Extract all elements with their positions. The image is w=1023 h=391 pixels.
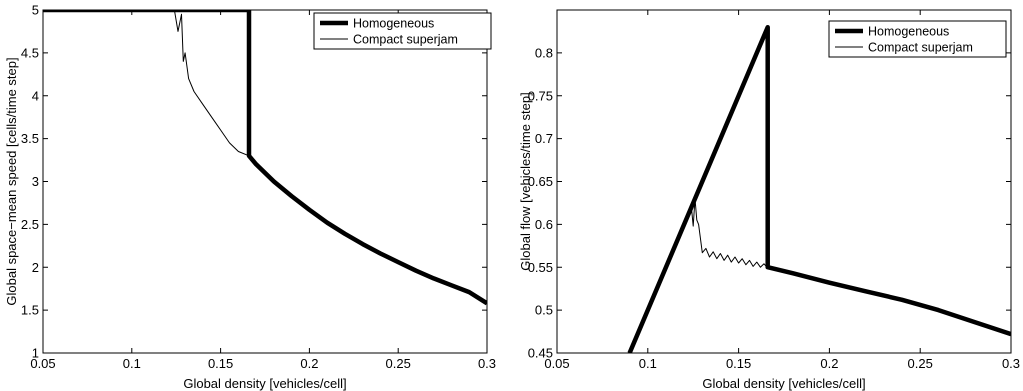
x-tick-label: 0.05 (30, 356, 55, 371)
x-tick-label: 0.25 (908, 356, 933, 371)
series-line-homogeneous (627, 24, 1011, 353)
legend-label: Compact superjam (353, 33, 458, 47)
y-tick-label: 2.5 (21, 217, 39, 232)
x-tick-label: 0.1 (123, 356, 141, 371)
axes-box (556, 9, 1012, 354)
series-line-compact-superjam (43, 10, 487, 304)
flow-density-chart: 0.05 0.1 0.15 0.2 0.25 0.3 0.45 0.5 0.55 0.6 0.65 0… (518, 9, 1020, 391)
y-tick-label: 0.65 (528, 174, 553, 189)
x-tick-label: 0.2 (300, 356, 318, 371)
x-tick-label: 0.05 (544, 356, 569, 371)
plot-area (627, 24, 1011, 353)
y-axis-label: Global space−mean speed [cells/time step… (4, 57, 19, 305)
legend: Homogeneous Compact superjam (313, 12, 492, 50)
y-axis-label: Global flow [vehicles/time step] (518, 92, 533, 270)
y-tick-label: 4.5 (21, 45, 39, 60)
y-tick-label: 0.55 (528, 260, 553, 275)
y-tick-label: 0.45 (528, 346, 553, 361)
series-line-compact-superjam (629, 198, 1011, 353)
y-tick-label: 3.5 (21, 131, 39, 146)
y-tick-label: 3 (32, 174, 39, 189)
y-tick-label: 1.5 (21, 303, 39, 318)
y-tick-label: 5 (32, 3, 39, 18)
x-tick-label: 0.3 (478, 356, 496, 371)
x-tick-label: 0.15 (726, 356, 751, 371)
x-tick-label: 0.15 (208, 356, 233, 371)
x-axis-label: Global density [vehicles/cell] (702, 376, 865, 391)
x-tick-label: 0.1 (639, 356, 657, 371)
legend-label: Homogeneous (868, 25, 949, 39)
y-tick-label: 1 (32, 346, 39, 361)
legend-label: Homogeneous (353, 17, 434, 31)
y-tick-label: 4 (32, 88, 39, 103)
y-tick-label: 0.6 (535, 217, 553, 232)
legend: Homogeneous Compact superjam (828, 20, 1007, 58)
x-tick-label: 0.2 (820, 356, 838, 371)
x-axis-label: Global density [vehicles/cell] (183, 376, 346, 391)
series-line-homogeneous (43, 10, 487, 306)
y-tick-label: 0.75 (528, 88, 553, 103)
legend-label: Compact superjam (868, 41, 973, 55)
plot-area (43, 10, 487, 306)
y-tick-label: 0.8 (535, 45, 553, 60)
x-tick-label: 0.3 (1002, 356, 1020, 371)
axes-box (42, 9, 488, 354)
y-tick-label: 0.5 (535, 303, 553, 318)
y-tick-label: 0.7 (535, 131, 553, 146)
x-tick-label: 0.25 (386, 356, 411, 371)
y-tick-label: 2 (32, 260, 39, 275)
speed-density-chart: 0.05 0.1 0.15 0.2 0.25 0.3 1 1.5 2 2.5 3 3.5 4 4.5 5 Gl… (4, 3, 496, 391)
